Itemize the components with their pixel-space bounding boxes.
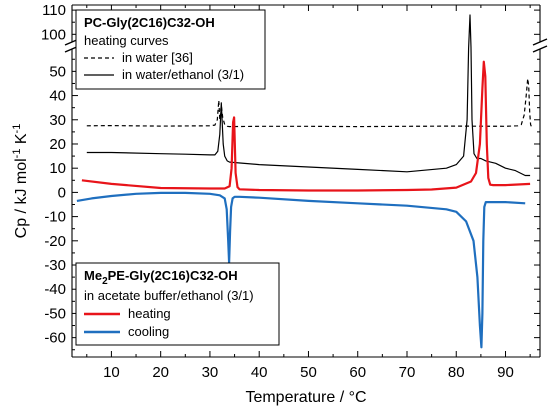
- y-axis-title: Cp / kJ mol-1 K-1: [11, 124, 30, 239]
- x-tick-label-80: 80: [448, 364, 465, 381]
- y-tick-label-100: 100: [41, 26, 66, 43]
- y-tick-label-30: 30: [49, 112, 66, 129]
- y-tick-label-40: 40: [49, 88, 66, 105]
- series-line-water: [86, 78, 533, 128]
- legend-top-subtitle: heating curves: [84, 33, 169, 48]
- y-tick-label--50: -50: [44, 305, 66, 322]
- axis-break-mark-1-a: [532, 38, 548, 46]
- legend-bottom-label-heating: heating: [128, 306, 171, 321]
- y-tick-label-10: 10: [49, 160, 66, 177]
- legend-top-box: [75, 9, 266, 90]
- x-tick-label-30: 30: [202, 364, 219, 381]
- x-tick-label-60: 60: [349, 364, 366, 381]
- x-tick-label-40: 40: [251, 364, 268, 381]
- y-tick-label-50: 50: [49, 63, 66, 80]
- series-line-water_ethanol: [86, 14, 531, 177]
- x-tick-label-50: 50: [300, 364, 317, 381]
- x-tick-label-20: 20: [152, 364, 169, 381]
- legend-top-label-water: in water [36]: [122, 50, 193, 65]
- y-tick-label--40: -40: [44, 281, 66, 298]
- x-tick-label-90: 90: [497, 364, 514, 381]
- y-tick-label--60: -60: [44, 330, 66, 347]
- x-tick-label-70: 70: [399, 364, 416, 381]
- legend-bottom-title: Me2PE-Gly(2C16)C32-OH: [84, 268, 238, 287]
- legend-bottom-label-cooling: cooling: [128, 324, 169, 339]
- y-tick-label-110: 110: [42, 2, 66, 19]
- legend-bottom-subtitle: in acetate buffer/ethanol (3/1): [84, 288, 254, 303]
- legend-top-title: PC-Gly(2C16)C32-OH: [84, 15, 215, 30]
- y-tick-label--30: -30: [44, 257, 66, 274]
- x-tick-label-10: 10: [103, 364, 120, 381]
- x-axis-title: Temperature / °C: [245, 389, 366, 406]
- axis-break-mark-1-b: [532, 45, 548, 53]
- y-tick-label--20: -20: [44, 233, 66, 250]
- y-tick-label-20: 20: [49, 136, 66, 153]
- y-tick-label-0: 0: [58, 184, 66, 201]
- legend-top-label-water_ethanol: in water/ethanol (3/1): [122, 67, 244, 82]
- y-tick-label--10: -10: [44, 209, 66, 226]
- series-line-heating: [81, 60, 531, 192]
- series-line-cooling: [76, 191, 526, 349]
